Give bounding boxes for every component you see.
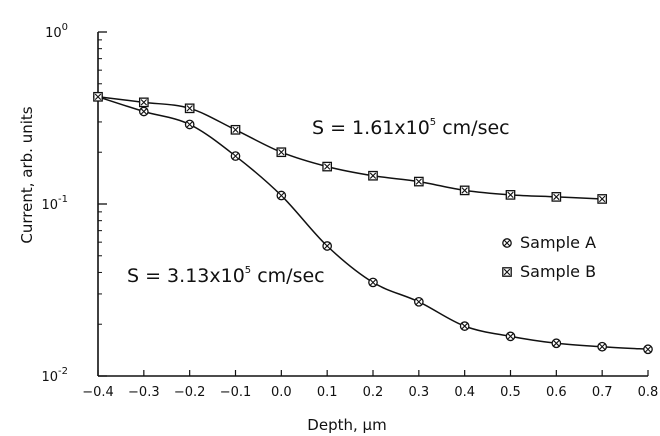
x-tick-label: 0.2: [363, 385, 384, 400]
marker-cross: [369, 172, 377, 179]
legend-marker-sample-a: [502, 238, 512, 248]
legend-marker-shape: [502, 238, 512, 248]
y-axis-title: Current, arb. units: [18, 106, 36, 243]
data-point-sample-a: [138, 106, 149, 117]
marker-cross: [461, 322, 468, 330]
data-point-sample-b: [459, 185, 470, 196]
marker-cross: [186, 121, 193, 128]
x-tick-label: 0.5: [500, 385, 521, 400]
x-tick-label: 0.8: [638, 385, 659, 400]
data-point-sample-b: [230, 124, 241, 135]
data-point-sample-a: [459, 321, 470, 331]
marker-cross: [503, 268, 511, 276]
legend: Sample A Sample B: [502, 233, 596, 281]
annotation-sample-a: S = 3.13x105 cm/sec: [127, 265, 325, 287]
marker-cross: [140, 99, 148, 106]
data-point-sample-b: [184, 103, 195, 114]
marker-cross: [553, 340, 560, 347]
marker-cross: [503, 239, 511, 247]
x-tick-label: 0.6: [546, 385, 567, 400]
data-point-sample-b: [93, 91, 103, 102]
marker-cross: [94, 93, 102, 100]
axes: −0.4 −0.3 −0.2 −0.1 0.0 0.1 0.2 0.3 0.4 0.5 0.6 0.7…: [41, 22, 658, 400]
marker-cross: [644, 346, 652, 353]
x-tick-label: −0.2: [174, 385, 206, 400]
y-tick-label: 10-1: [41, 194, 68, 213]
x-axis-title: Depth, μm: [307, 416, 386, 434]
marker-cross: [507, 191, 514, 199]
annotation-sample-a-base: S = 3.13x10: [127, 265, 245, 287]
data-point-sample-b: [505, 190, 516, 200]
data-point-sample-a: [184, 119, 195, 130]
legend-label-sample-a: Sample A: [520, 233, 596, 252]
marker-cross: [553, 193, 560, 201]
legend-marker-sample-b: [502, 267, 512, 277]
x-tick-label: 0.3: [408, 385, 429, 400]
legend-label-sample-b: Sample B: [520, 262, 596, 281]
marker-cross: [415, 178, 423, 185]
series-line-sample-b: [97, 96, 603, 200]
data-point-sample-b: [368, 170, 378, 181]
marker-cross: [278, 192, 285, 199]
annotation-sample-b: S = 1.61x105 cm/sec: [312, 117, 510, 139]
data-point-sample-b: [138, 97, 149, 108]
annotation-sample-b-exponent: 5: [430, 117, 436, 128]
x-tick-label: −0.4: [82, 385, 114, 400]
data-point-sample-b: [597, 194, 608, 204]
annotation-sample-b-base: S = 1.61x10: [312, 117, 430, 139]
marker-cross: [598, 343, 606, 350]
data-point-sample-a: [413, 296, 424, 307]
data-point-sample-a: [505, 331, 516, 342]
marker-cross: [186, 105, 193, 112]
marker-cross: [415, 298, 423, 305]
marker-cross: [323, 163, 331, 170]
x-tick-label: 0.1: [317, 385, 338, 400]
y-tick-label: 100: [45, 22, 68, 41]
y-tick-label: 10-2: [41, 366, 68, 385]
marker-cross: [232, 152, 239, 160]
data-point-sample-a: [551, 338, 562, 349]
marker-cross: [140, 108, 148, 115]
marker-cross: [507, 333, 514, 340]
data-point-sample-a: [643, 344, 653, 355]
marker-cross: [232, 126, 239, 133]
marker-cross: [598, 195, 606, 203]
data-point-sample-a: [322, 241, 333, 251]
marker-cross: [461, 187, 468, 194]
data-point-sample-a: [230, 151, 241, 161]
data-point-sample-a: [276, 190, 287, 201]
x-tick-label: 0.7: [592, 385, 613, 400]
annotation-sample-a-tail: cm/sec: [251, 265, 324, 287]
annotation-sample-a-exponent: 5: [245, 265, 251, 276]
markers: [93, 91, 653, 355]
x-tick-label: −0.3: [128, 385, 160, 400]
annotation-sample-b-tail: cm/sec: [436, 117, 509, 139]
legend-marker-shape: [502, 267, 512, 277]
data-point-sample-b: [413, 176, 424, 187]
data-point-sample-b: [322, 161, 333, 172]
x-tick-label: −0.1: [220, 385, 252, 400]
data-point-sample-b: [276, 147, 287, 158]
x-tick-label: 0.0: [271, 385, 292, 400]
data-point-sample-b: [551, 192, 562, 202]
marker-cross: [369, 279, 377, 286]
x-tick-label: 0.4: [454, 385, 475, 400]
data-point-sample-a: [368, 277, 378, 288]
marker-cross: [278, 149, 285, 156]
data-point-sample-a: [597, 341, 608, 352]
marker-cross: [323, 242, 331, 250]
